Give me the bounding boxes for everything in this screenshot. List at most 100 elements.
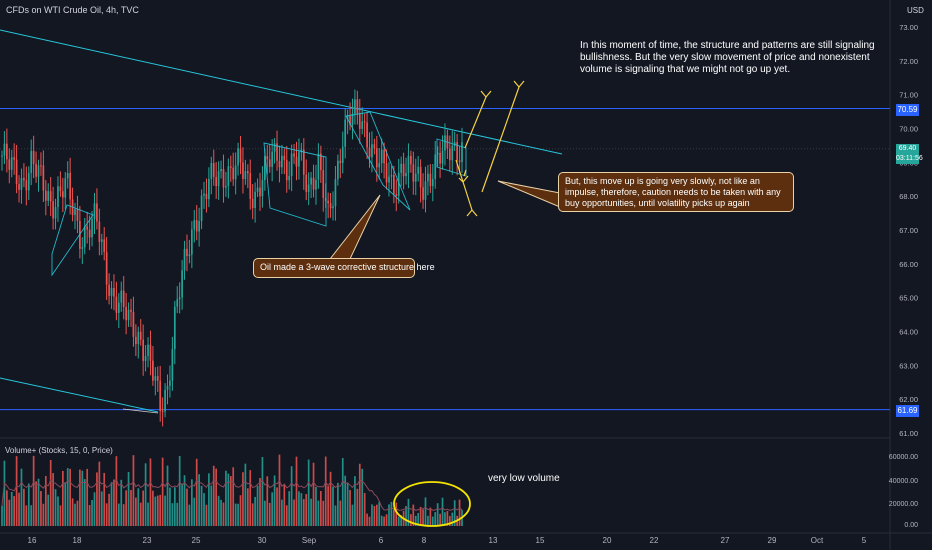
candle-body [366, 122, 368, 148]
candle-body [356, 99, 359, 114]
candle-body [429, 173, 432, 187]
volume-bar [161, 457, 164, 526]
volume-bar [327, 486, 329, 526]
volume-bar [173, 487, 176, 526]
candle-body [212, 163, 215, 178]
candle-body [344, 119, 347, 147]
volume-bar [132, 455, 135, 526]
volume-bar [246, 488, 249, 526]
candle-body [32, 150, 35, 164]
y-tick-label: 70.00 [899, 125, 918, 134]
candle-body [49, 191, 52, 202]
candle-body [96, 203, 98, 222]
channel-lower-line [0, 377, 159, 413]
x-tick-label: 22 [650, 536, 659, 545]
candle-body [122, 290, 125, 307]
candle-body [176, 299, 179, 307]
volume-bar [268, 502, 271, 526]
volume-bar [91, 500, 93, 526]
candle-body [200, 195, 203, 222]
volume-bar [183, 475, 186, 526]
volume-bar [1, 505, 3, 526]
volume-bar [66, 468, 69, 526]
candle-body [295, 156, 298, 167]
volume-bar [290, 466, 293, 526]
volume-bar [120, 479, 123, 526]
candle-body [10, 157, 13, 170]
candle-body [61, 191, 64, 198]
volume-bar [210, 485, 213, 526]
candle-body [100, 239, 103, 242]
candle-body [42, 165, 45, 191]
volume-bar [220, 499, 222, 526]
x-tick-label: 13 [489, 536, 498, 545]
projection-arrow-line [463, 169, 467, 177]
volume-bar [351, 504, 354, 526]
y-tick-label: 72.00 [899, 57, 918, 66]
candle-body [264, 156, 266, 181]
volume-bar [25, 505, 28, 526]
x-tick-label: 27 [721, 536, 730, 545]
candle-body [302, 149, 305, 175]
candle-body [74, 209, 76, 215]
projection-arrow-line [481, 86, 520, 193]
volume-bar [371, 504, 373, 526]
volume-bar [57, 496, 59, 526]
candle-body [86, 226, 89, 230]
volume-bar [147, 502, 149, 526]
volume-bar [108, 493, 110, 526]
projection-arrow-line [464, 96, 487, 149]
volume-bar [69, 468, 71, 526]
volume-bar [113, 479, 115, 526]
volume-bar [212, 465, 215, 526]
candle-body [110, 287, 113, 296]
candle-body [15, 159, 18, 185]
volume-bar [227, 473, 230, 526]
candle-body [152, 360, 154, 381]
candle-body [351, 113, 354, 125]
volume-bar [193, 497, 196, 526]
candle-body [117, 302, 120, 313]
volume-ma-line [1, 479, 463, 511]
candle-body [373, 144, 376, 149]
volume-bar [424, 497, 427, 526]
volume-bar [198, 474, 200, 526]
volume-bar [178, 455, 181, 526]
volume-bar [215, 468, 218, 526]
candle-body [47, 191, 50, 201]
volume-bar [422, 509, 424, 526]
right-callout: But, this move up is going very slowly, … [558, 172, 794, 212]
x-tick-label: Sep [302, 536, 317, 545]
volume-bar [49, 459, 52, 526]
volume-bar [288, 491, 291, 526]
volume-bar [154, 496, 157, 526]
volume-bar [8, 499, 11, 526]
candle-body [395, 194, 398, 196]
candle-body [173, 306, 176, 350]
candle-body [419, 166, 422, 188]
candle-body [220, 169, 222, 172]
volume-bar [3, 460, 6, 526]
candle-body [105, 252, 108, 285]
candle-body [120, 290, 123, 303]
x-tick-label: 29 [768, 536, 777, 545]
volume-bar [137, 488, 140, 526]
volume-bar [405, 506, 407, 526]
candle-body [427, 173, 429, 182]
volume-bar [319, 491, 322, 526]
candle-body [354, 99, 356, 114]
chart-title: CFDs on WTI Crude Oil, 4h, TVC [6, 5, 139, 15]
x-tick-label: 20 [603, 536, 612, 545]
volume-bar [127, 472, 130, 526]
candle-body [171, 349, 174, 381]
candle-body [278, 160, 281, 168]
candle-body [288, 176, 291, 181]
volume-bar [23, 488, 25, 526]
volume-bar [71, 498, 74, 526]
candle-body [319, 153, 322, 171]
candle-body [368, 147, 371, 158]
y-tick-label: 64.00 [899, 328, 918, 337]
candle-body [273, 143, 276, 152]
